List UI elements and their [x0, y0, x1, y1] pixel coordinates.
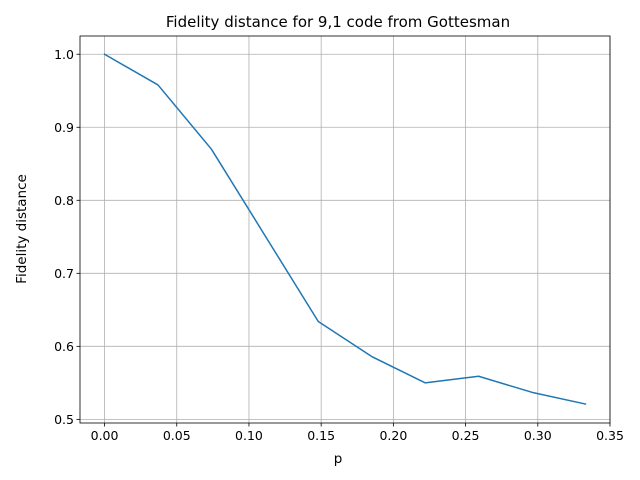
y-tick-label: 0.9 [54, 120, 74, 135]
x-axis-label: p [334, 451, 343, 467]
y-tick-label: 0.6 [54, 339, 74, 354]
y-axis-label: Fidelity distance [14, 174, 30, 284]
grid-lines [80, 36, 611, 423]
x-tick-label: 0.00 [91, 428, 119, 443]
plot-frame [79, 35, 611, 424]
x-tick-label: 0.20 [379, 428, 407, 443]
axis-ticks: 0.00 0.05 0.10 0.15 0.20 0.25 0.30 0.35 0.5 0.6 0.… [54, 47, 624, 443]
x-tick-label: 0.15 [307, 428, 335, 443]
y-tick-label: 0.7 [54, 266, 74, 281]
x-tick-label: 0.35 [596, 428, 624, 443]
x-tick-label: 0.05 [163, 428, 191, 443]
x-tick-label: 0.25 [452, 428, 480, 443]
y-tick-label: 1.0 [54, 47, 74, 62]
y-tick-label: 0.5 [54, 412, 74, 427]
x-tick-label: 0.30 [524, 428, 552, 443]
y-tick-label: 0.8 [54, 193, 74, 208]
x-tick-label: 0.10 [235, 428, 263, 443]
series-group [103, 53, 587, 405]
chart-title: Fidelity distance for 9,1 code from Gott… [166, 13, 510, 31]
series-line [103, 53, 587, 405]
